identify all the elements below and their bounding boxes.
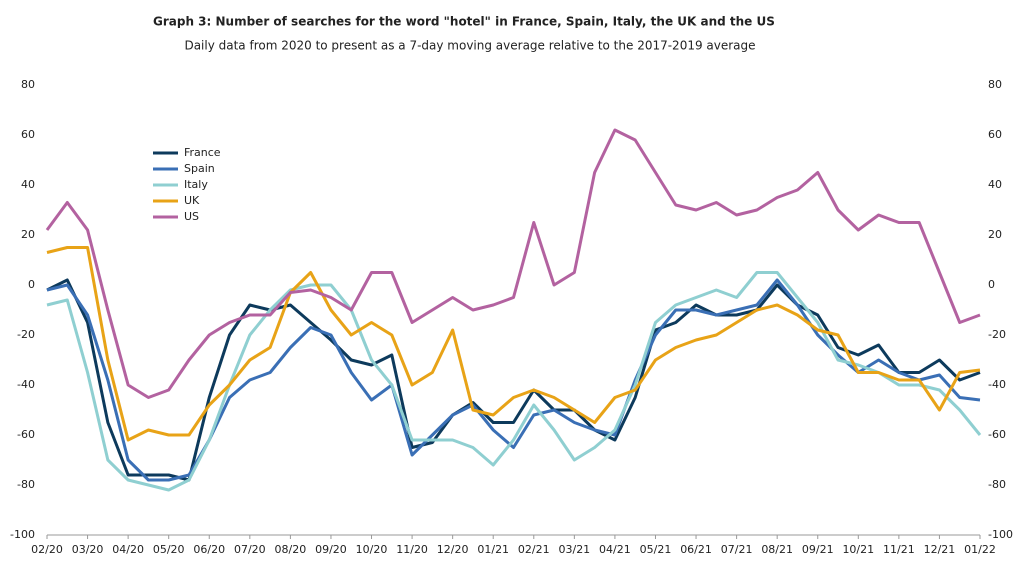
y2-tick-label: 60 [988,128,1002,141]
y-tick-label: -60 [17,428,35,441]
y-tick-label: -80 [17,478,35,491]
y2-tick-label: -80 [988,478,1006,491]
x-tick-label: 08/21 [761,543,793,556]
legend-label: UK [184,194,200,207]
x-tick-label: 09/21 [802,543,834,556]
y-tick-label: 40 [21,178,35,191]
x-tick-label: 04/21 [599,543,631,556]
x-tick-label: 01/22 [964,543,996,556]
y2-tick-label: -100 [988,528,1013,541]
series-line [46,278,981,482]
y2-tick-label: -60 [988,428,1006,441]
x-tick-label: 07/21 [721,543,753,556]
y-tick-label: 60 [21,128,35,141]
x-tick-label: 08/20 [275,543,307,556]
x-tick-label: 03/20 [72,543,104,556]
series-line [46,278,981,482]
x-tick-label: 11/20 [396,543,428,556]
x-tick-label: 12/20 [437,543,469,556]
x-tick-label: 05/21 [640,543,672,556]
y2-tick-label: 20 [988,228,1002,241]
y2-tick-label: -20 [988,328,1006,341]
y2-tick-label: 40 [988,178,1002,191]
x-tick-label: 11/21 [883,543,915,556]
series-line [45,128,981,399]
y2-tick-label: 80 [988,78,1002,91]
x-tick-label: 06/20 [193,543,225,556]
x-tick-label: 06/21 [680,543,712,556]
x-tick-label: 02/20 [31,543,63,556]
y-tick-label: -100 [10,528,35,541]
x-tick-label: 10/21 [842,543,874,556]
y2-tick-label: 0 [988,278,995,291]
series-line [46,246,981,442]
y-tick-label: 0 [28,278,35,291]
x-tick-label: 04/20 [112,543,144,556]
chart-subtitle: Daily data from 2020 to present as a 7-d… [184,39,755,53]
x-tick-label: 10/20 [356,543,388,556]
x-tick-label: 05/20 [153,543,185,556]
series-line [46,271,982,492]
legend-label: US [184,210,199,223]
y-tick-label: -40 [17,378,35,391]
y2-tick-label: -40 [988,378,1006,391]
y-tick-label: 80 [21,78,35,91]
chart-title: Graph 3: Number of searches for the word… [153,15,775,29]
x-tick-label: 12/21 [924,543,956,556]
x-tick-label: 09/20 [315,543,347,556]
legend-label: Italy [184,178,208,191]
x-tick-label: 07/20 [234,543,266,556]
y-tick-label: -20 [17,328,35,341]
legend-label: France [184,146,221,159]
x-tick-label: 02/21 [518,543,550,556]
y-tick-label: 20 [21,228,35,241]
x-tick-label: 01/21 [477,543,509,556]
legend-label: Spain [184,162,215,175]
x-tick-label: 03/21 [558,543,590,556]
